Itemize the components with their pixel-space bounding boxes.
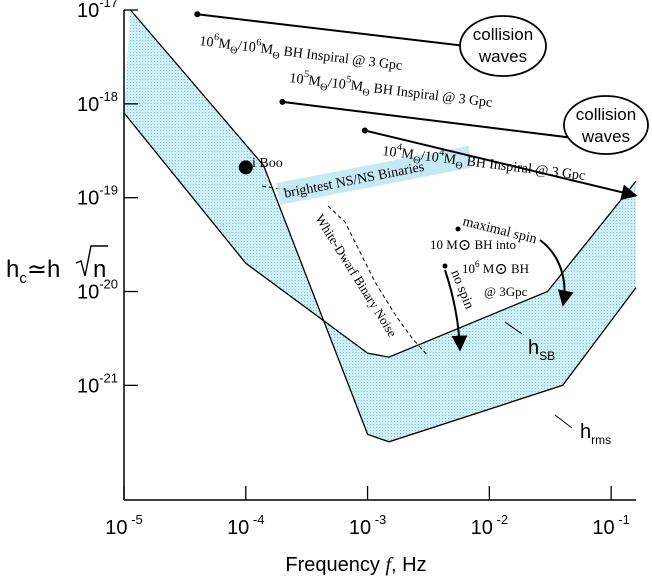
capture-annotation: 10 M⊙ BH into 106 M⊙ BH @ 3Gpc	[430, 237, 529, 299]
h-sb-label: hSB	[528, 337, 555, 363]
svg-text:hc≃h: hc≃h	[6, 256, 60, 287]
inspiral-label-1: 106MΘ/106MΘ BH Inspiral @ 3 Gpc	[198, 30, 403, 77]
inspiral-track-3	[364, 129, 638, 201]
collision-waves-1: collision waves	[459, 15, 547, 77]
maximal-spin-arrow	[539, 239, 574, 307]
y-tick-label: 10-18	[77, 89, 118, 116]
h-rms-label: hrms	[580, 421, 611, 447]
x-tick-label: 10 -4	[227, 512, 264, 539]
svg-text:collision: collision	[473, 25, 533, 44]
maximal-spin-start	[455, 226, 461, 232]
x-tick-label: 10 -2	[471, 512, 508, 539]
collision-waves-2: collision waves	[563, 95, 649, 155]
svg-text:10 M⊙ BH into: 10 M⊙ BH into	[430, 237, 516, 254]
no-spin-arrow	[444, 269, 468, 352]
inspiral-track-2	[282, 100, 618, 150]
h-sb-pointer	[504, 321, 523, 335]
y-tick-group: 10-17 10-18 10-19 10-20 10-21	[77, 0, 138, 397]
svg-text:waves: waves	[581, 127, 630, 146]
svg-text:waves: waves	[478, 47, 527, 66]
x-axis-label: Frequency f, Hz	[285, 554, 426, 576]
svg-text:collision: collision	[576, 105, 636, 124]
no-spin-start	[442, 263, 448, 269]
svg-text:n: n	[93, 256, 106, 283]
y-tick-label: 10-17	[77, 0, 118, 22]
white-dwarf-noise-boundary	[327, 205, 429, 357]
inspiral-label-3: 104MΘ/104MΘ BH Inspiral @ 3 Gpc	[381, 140, 586, 187]
sensitivity-band	[124, 10, 636, 442]
i-boo-point	[238, 160, 253, 175]
y-tick-label: 10-19	[77, 183, 118, 210]
h-rms-pointer	[554, 414, 573, 429]
y-tick-label: 10-21	[77, 370, 118, 397]
x-tick-group: 10 -5 10 -4 10 -3 10 -2 10 -1	[105, 486, 630, 539]
y-tick-label: 10-20	[77, 277, 118, 304]
x-tick-label: 10 -5	[105, 512, 142, 539]
svg-text:@ 3Gpc: @ 3Gpc	[484, 284, 528, 299]
white-dwarf-label: White-Dwarf Binary Noise	[312, 212, 400, 340]
plot-frame	[123, 10, 636, 501]
h-rms-curve	[130, 9, 637, 443]
x-tick-label: 10 -1	[592, 512, 629, 539]
i-boo-label: i Boo	[252, 156, 283, 171]
svg-text:106 M⊙ BH: 106 M⊙ BH	[462, 259, 529, 278]
y-axis-label: hc≃h n	[6, 245, 108, 287]
x-tick-label: 10 -3	[349, 512, 386, 539]
